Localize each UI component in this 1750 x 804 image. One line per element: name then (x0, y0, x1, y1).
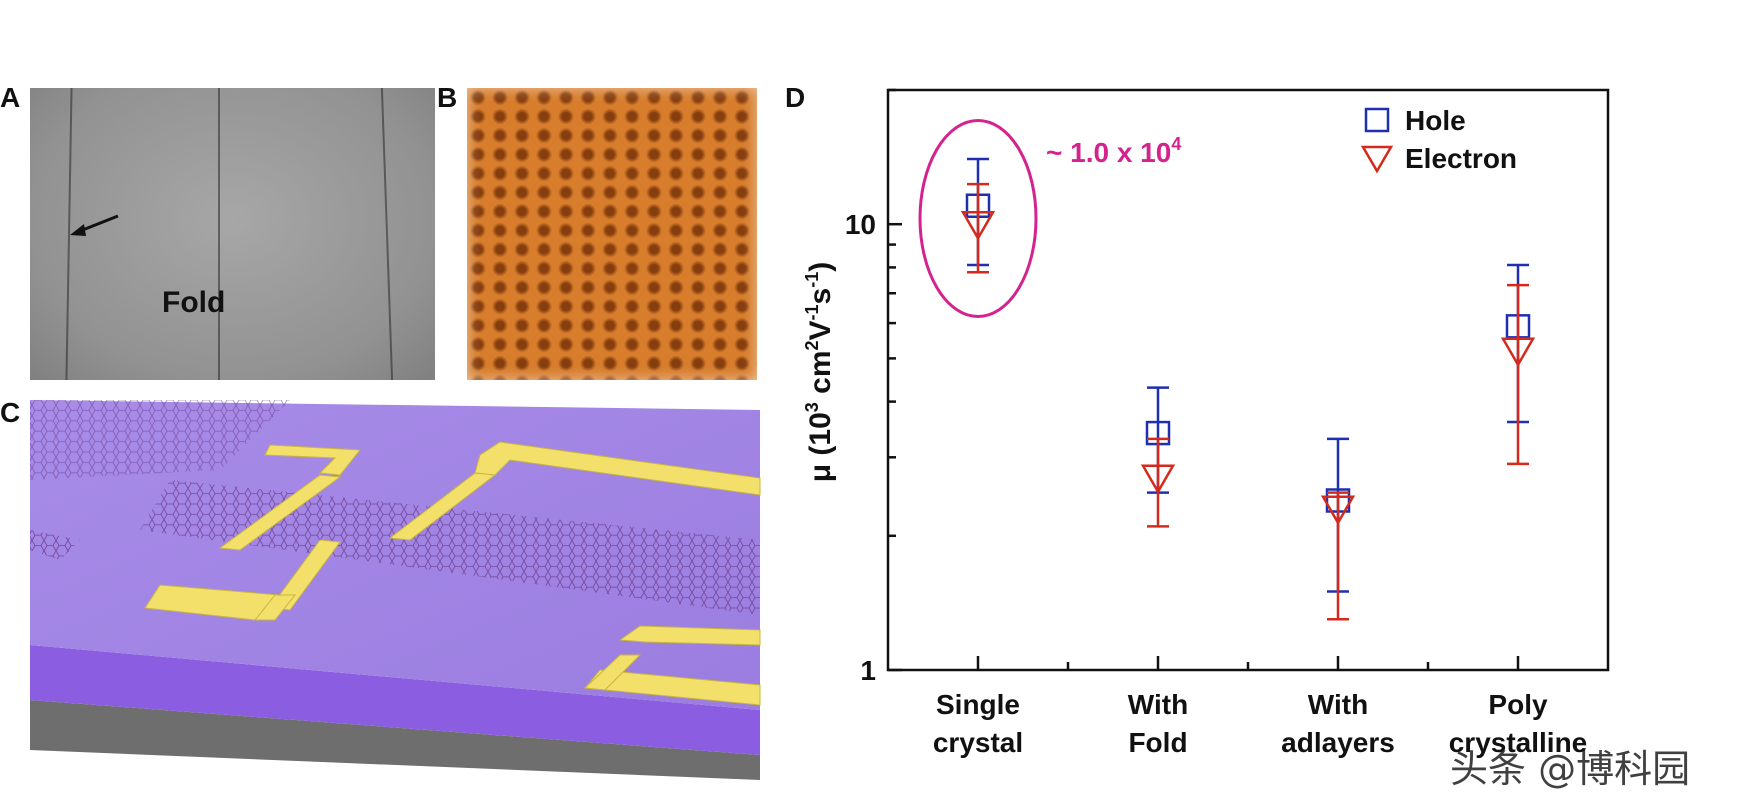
fold-label: Fold (162, 286, 226, 319)
lattice-image (467, 88, 757, 380)
svg-text:μ (103 cm2V-1s-1): μ (103 cm2V-1s-1) (802, 262, 837, 483)
legend-label: Electron (1405, 143, 1517, 174)
fold-arrow (70, 214, 119, 236)
x-tick-label: crystal (933, 727, 1023, 758)
graphene-channel (140, 480, 760, 615)
panel-label-c: C (0, 397, 21, 428)
panel-label-d: D (785, 82, 806, 113)
x-tick-label: crystalline (1449, 727, 1588, 758)
data-point-electron (1320, 495, 1356, 526)
x-tick-label: Poly (1488, 689, 1548, 720)
panel-label-b: B (437, 82, 458, 113)
graphene-flake (30, 530, 80, 560)
x-tick-label: With (1128, 689, 1188, 720)
y-tick-label: 10 (845, 209, 876, 240)
substrate-gray-edge (30, 700, 760, 780)
legend-marker-electron (1360, 145, 1394, 174)
gold-electrodes (144, 441, 761, 706)
graphene-flake (30, 400, 290, 480)
data-point-electron (1140, 464, 1176, 495)
watermark: 头条 @博科园 (1450, 747, 1691, 791)
mobility-chart: μ (103 cm2V-1s-1) 1 10 Single crystal With F… (802, 88, 1610, 758)
legend-marker-hole (1364, 107, 1390, 133)
y-axis-label: μ (103 cm2V-1s-1) (802, 262, 837, 483)
panel-label-a: A (0, 82, 21, 113)
highlight-ellipse (918, 118, 1038, 318)
legend-label: Hole (1405, 105, 1466, 136)
x-tick-label: With (1308, 689, 1368, 720)
substrate-side (30, 645, 760, 755)
data-point-electron (1500, 337, 1536, 368)
plot-frame (886, 88, 1610, 672)
device-schematic (30, 400, 761, 780)
x-tick-label: Fold (1128, 727, 1187, 758)
x-tick-label: adlayers (1281, 727, 1395, 758)
annotation-text: ~ 1.0 x 104 (1046, 134, 1181, 168)
x-tick-label: Single (936, 689, 1020, 720)
y-tick-label: 1 (860, 655, 876, 686)
data-point-electron (960, 210, 996, 241)
fold-line (218, 88, 220, 380)
sem-image: Fold (30, 88, 435, 380)
